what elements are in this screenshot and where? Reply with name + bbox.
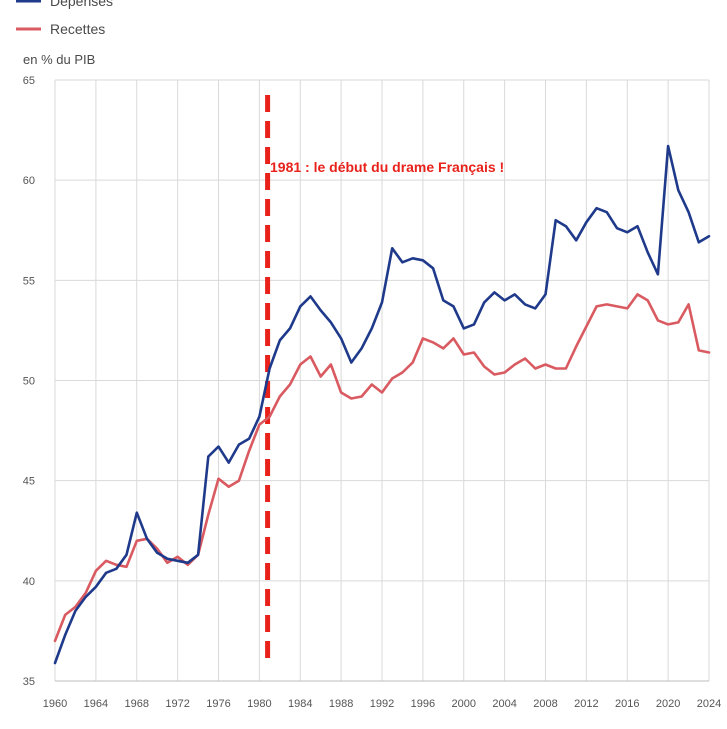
y-tick-label: 45 [23,476,35,488]
x-tick-label: 1960 [43,698,67,710]
y-tick-label: 50 [23,376,35,388]
series-line-depenses [53,144,711,665]
x-tick-label: 1988 [329,698,353,710]
x-tick-label: 1976 [206,698,230,710]
series-layer [53,144,711,665]
axes: 1960 1964 1968 1972 1976 1980 1984 1988 1992 1996… [23,75,721,710]
legend-label-recettes: Recettes [50,21,105,37]
x-tick-label: 2024 [697,698,721,710]
x-tick-label: 2012 [574,698,598,710]
x-tick-label: 2016 [615,698,639,710]
annotation-label: 1981 : le début du drame Français ! [270,159,504,175]
y-tick-label: 40 [23,576,35,588]
x-tick-label: 1968 [125,698,149,710]
x-tick-label: 1984 [288,698,312,710]
x-tick-label: 2020 [656,698,680,710]
y-tick-label: 60 [23,175,35,187]
y-tick-label: 35 [23,676,35,688]
legend-label-depenses: Dépenses [50,0,113,9]
x-tick-label: 1980 [247,698,271,710]
y-tick-label: 65 [23,75,35,87]
legend: Dépenses Recettes [16,0,113,37]
x-tick-label: 1964 [84,698,108,710]
x-tick-label: 2008 [533,698,557,710]
x-tick-label: 1992 [370,698,394,710]
y-tick-label: 55 [23,275,35,287]
x-tick-label: 2000 [452,698,476,710]
x-tick-label: 1996 [411,698,435,710]
x-tick-label: 1972 [165,698,189,710]
y-axis-unit-label: en % du PIB [23,52,95,67]
x-tick-label: 2004 [492,698,516,710]
